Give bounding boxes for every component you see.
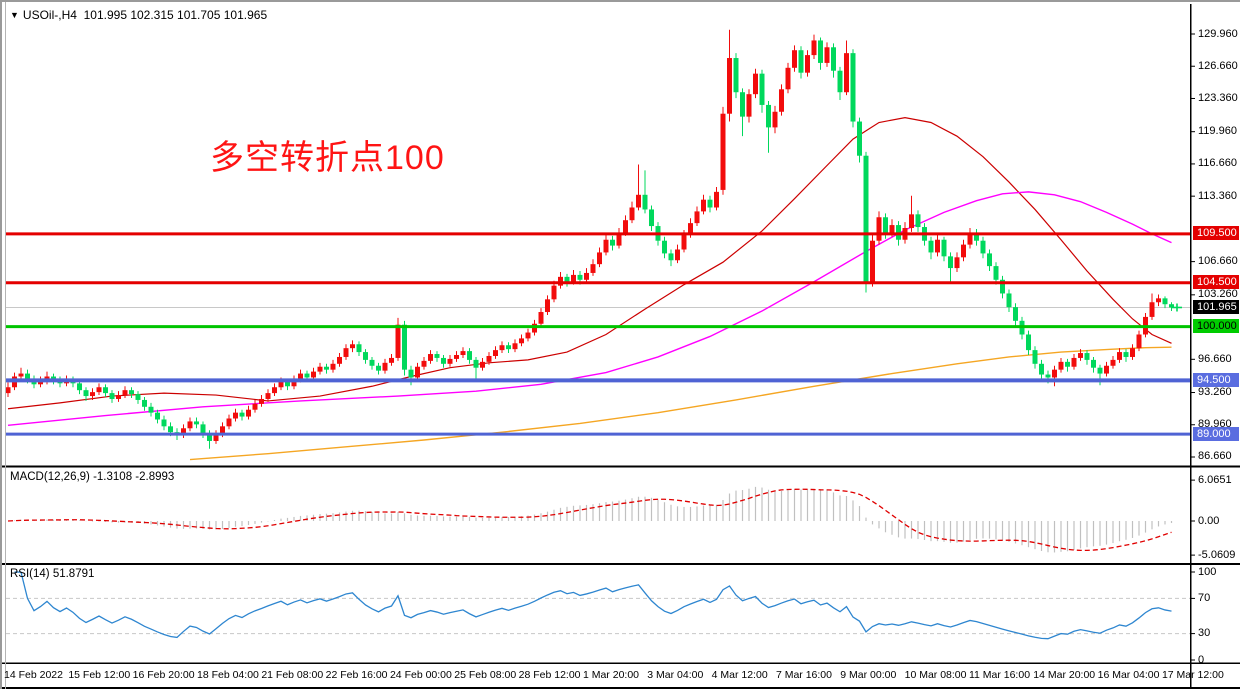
window-edge	[5, 2, 6, 689]
macd-signal-line	[7, 488, 1172, 552]
axis-line	[1190, 4, 1192, 687]
panel-separator	[2, 563, 1240, 565]
panel-separator	[2, 687, 1240, 689]
macd-histogram	[13, 486, 1173, 553]
ma-mid-magenta	[7, 191, 1172, 427]
ma-slow-orange	[189, 346, 1172, 461]
candlesticks[interactable]	[5, 29, 1175, 449]
panel-separator	[2, 465, 1240, 468]
panel-separator	[2, 662, 1240, 664]
ma-fast-red	[7, 117, 1172, 410]
rsi-line	[14, 571, 1172, 640]
